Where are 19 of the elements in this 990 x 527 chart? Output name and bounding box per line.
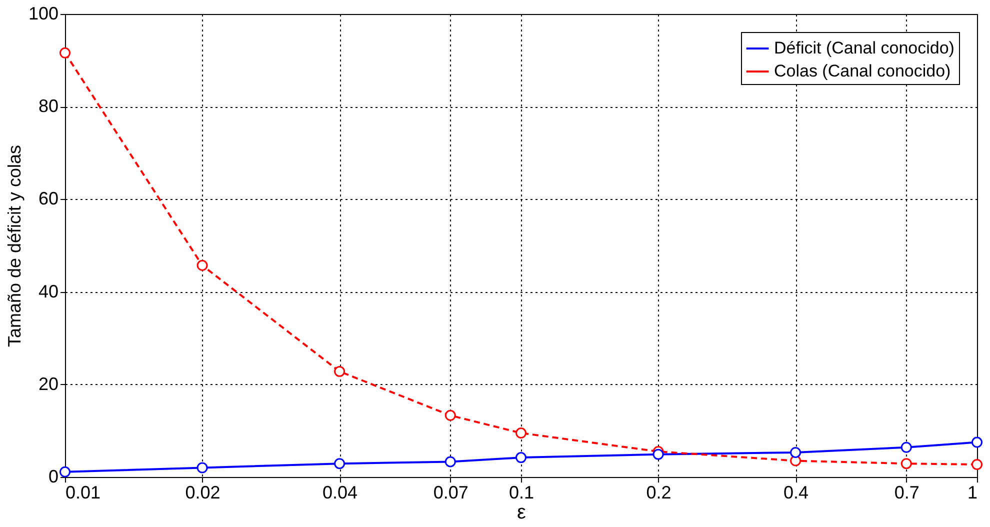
x-tick-label: 0.1 [508, 482, 534, 502]
x-axis-title: ε [517, 502, 526, 524]
y-tick-label: 100 [28, 4, 58, 24]
legend-label: Déficit (Canal conocido) [774, 38, 954, 58]
x-tick-label: 1 [967, 482, 978, 502]
x-tick-label: 0.4 [784, 482, 809, 502]
y-tick-label: 0 [48, 466, 58, 486]
x-tick-label: 0.04 [322, 482, 358, 502]
y-tick-label: 40 [38, 281, 58, 302]
legend-label: Colas (Canal conocido) [774, 62, 951, 80]
x-tick-label: 0.01 [66, 482, 101, 502]
y-tick-label: 60 [38, 188, 58, 209]
y-tick-label: 80 [38, 96, 58, 116]
x-tick-label: 0.02 [185, 482, 220, 502]
x-tick-label: 0.2 [646, 482, 672, 502]
y-tick-label: 20 [38, 374, 58, 394]
x-tick-label: 0.07 [433, 482, 468, 502]
x-tick-label: 0.7 [894, 482, 920, 502]
y-axis-title: Tamaño de déficit y colas [4, 144, 24, 348]
